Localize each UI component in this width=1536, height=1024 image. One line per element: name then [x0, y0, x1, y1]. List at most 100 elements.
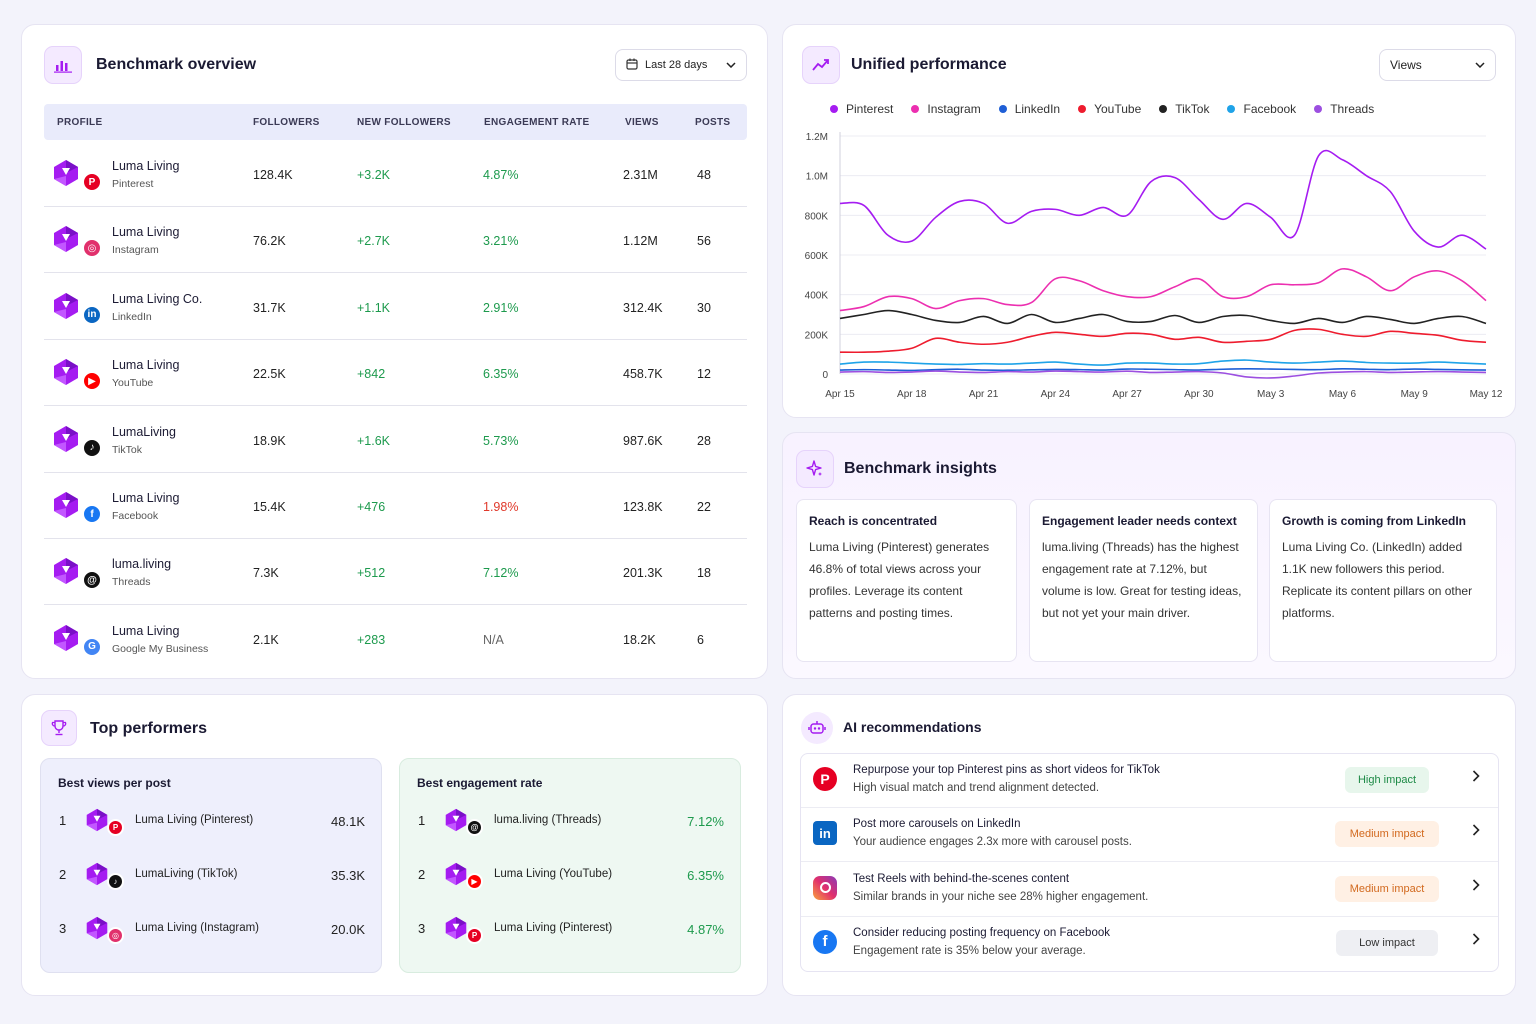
views-value: 458.7K [623, 367, 663, 382]
new-followers-value: +1.1K [357, 300, 391, 315]
series-line-threads[interactable] [839, 370, 1487, 379]
chevron-right-icon[interactable] [1472, 932, 1480, 950]
legend-item[interactable]: Pinterest [830, 102, 893, 116]
list-item[interactable]: 1 P Luma Living (Pinterest) 48.1K [41, 803, 383, 843]
impact-badge: High impact [1345, 767, 1429, 793]
recommendation-subtitle: High visual match and trend alignment de… [853, 782, 1100, 794]
legend-dot [1159, 105, 1168, 113]
table-row[interactable]: @ luma.living Threads 7.3K +512 7.12% 201.3K 18 [44, 539, 747, 606]
rank: 1 [59, 813, 67, 828]
recommendation-row[interactable]: in Post more carousels on LinkedIn Your au… [801, 808, 1498, 863]
table-row[interactable]: ▶ Luma Living YouTube 22.5K +842 6.35% 458.7K 1… [44, 340, 747, 407]
facebook-icon: f [82, 504, 102, 524]
table-row[interactable]: f Luma Living Facebook 15.4K +476 1.98% 123.8K… [44, 473, 747, 539]
series-line-facebook[interactable] [839, 359, 1487, 366]
list-item[interactable]: 2 ♪ LumaLiving (TikTok) 35.3K [41, 857, 383, 897]
linkedin-icon: in [813, 821, 837, 846]
luma-logo-icon [54, 160, 78, 186]
col-views: VIEWS [625, 117, 659, 128]
x-tick-label: Apr 27 [1112, 389, 1142, 400]
facebook-icon: f [813, 929, 837, 954]
performance-title: Unified performance [851, 56, 1007, 73]
calendar-icon [626, 58, 638, 73]
recommendation-row[interactable]: Test Reels with behind-the-scenes conten… [801, 863, 1498, 917]
list-item[interactable]: 1 @ luma.living (Threads) 7.12% [400, 803, 742, 843]
legend-item[interactable]: TikTok [1159, 102, 1209, 116]
followers-value: 76.2K [253, 234, 286, 249]
table-row[interactable]: ♪ LumaLiving TikTok 18.9K +1.6K 5.73% 987.6K 28 [44, 407, 747, 473]
pinterest-icon: P [813, 767, 837, 791]
recommendation-row[interactable]: P Repurpose your top Pinterest pins as sh… [801, 754, 1498, 808]
profile-avatar: P [52, 158, 104, 192]
profile-platform: TikTok [112, 443, 142, 456]
best-views-title: Best views per post [58, 776, 171, 790]
legend-item[interactable]: YouTube [1078, 102, 1141, 116]
chevron-right-icon[interactable] [1472, 769, 1480, 787]
list-item[interactable]: 3 P Luma Living (Pinterest) 4.87% [400, 911, 742, 951]
views-value: 2.31M [623, 168, 658, 182]
views-value: 18.2K [623, 632, 656, 647]
rank: 3 [59, 921, 67, 936]
table-row[interactable]: ◎ Luma Living Instagram 76.2K +2.7K 3.21% 1.12… [44, 207, 747, 274]
profile-platform: YouTube [112, 377, 154, 390]
trophy-icon [41, 710, 77, 746]
posts-value: 22 [697, 500, 711, 514]
youtube-icon: ▶ [82, 371, 102, 392]
list-item[interactable]: 3 ◎ Luma Living (Instagram) 20.0K [41, 911, 383, 951]
chevron-down-icon [726, 59, 736, 71]
posts-value: 18 [697, 566, 711, 581]
posts-value: 48 [697, 168, 711, 182]
recommendation-row[interactable]: f Consider reducing posting frequency on … [801, 917, 1498, 971]
luma-logo-icon [54, 624, 78, 651]
y-tick-label: 1.2M [806, 132, 828, 143]
engagement-value: 6.35% [483, 367, 519, 382]
engagement-value: 3.21% [483, 234, 519, 249]
posts-value: 12 [697, 367, 711, 382]
profile-avatar: ▶ [444, 861, 492, 891]
series-line-instagram[interactable] [839, 267, 1487, 312]
table-row[interactable]: G Luma Living Google My Business 2.1K +283 N/… [44, 606, 747, 672]
recommendation-title: Test Reels with behind-the-scenes conten… [853, 872, 1070, 885]
legend-item[interactable]: Instagram [911, 102, 981, 116]
linkedin-icon: in [82, 304, 102, 325]
posts-value: 28 [697, 433, 711, 448]
profile-name: Luma Living [112, 225, 180, 240]
new-followers-value: +2.7K [357, 234, 391, 249]
profile-name: luma.living (Threads) [494, 814, 602, 826]
series-line-youtube[interactable] [839, 328, 1487, 354]
date-range-dropdown[interactable]: Last 28 days [615, 49, 747, 81]
benchmark-title: Benchmark overview [96, 56, 257, 73]
recommendation-subtitle: Your audience engages 2.3x more with car… [853, 836, 1132, 849]
engagement-value: 1.98% [483, 500, 519, 514]
x-tick-label: Apr 21 [969, 389, 999, 400]
y-tick-label: 0 [822, 370, 828, 381]
col-profile: PROFILE [57, 117, 103, 128]
chevron-right-icon[interactable] [1472, 823, 1480, 841]
unified-performance-card [782, 24, 1516, 418]
chevron-right-icon[interactable] [1472, 878, 1480, 896]
metric-dropdown[interactable]: Views [1379, 49, 1496, 81]
legend-dot [830, 105, 838, 113]
insight-card-growth: Growth is coming from LinkedIn Luma Livi… [1269, 499, 1497, 662]
legend-item[interactable]: Threads [1314, 102, 1374, 116]
profile-name: Luma Living [112, 491, 180, 505]
table-row[interactable]: P Luma Living Pinterest 128.4K +3.2K 4.87% 2.3… [44, 141, 747, 207]
series-line-pinterest[interactable] [839, 149, 1487, 250]
table-row[interactable]: in Luma Living Co. LinkedIn 31.7K +1.1K 2.91%… [44, 274, 747, 340]
luma-logo-icon [54, 359, 78, 386]
followers-value: 18.9K [253, 433, 286, 448]
instagram-icon: ◎ [82, 238, 102, 259]
legend-item[interactable]: LinkedIn [998, 102, 1060, 116]
profile-name: LumaLiving (TikTok) [135, 868, 238, 880]
trend-up-icon [802, 46, 840, 84]
posts-value: 30 [697, 300, 711, 315]
series-line-tiktok[interactable] [839, 309, 1487, 325]
profile-platform: Threads [112, 576, 151, 589]
legend-item[interactable]: Facebook [1227, 102, 1296, 116]
list-item[interactable]: 2 ▶ Luma Living (YouTube) 6.35% [400, 857, 742, 897]
recommendation-title: Consider reducing posting frequency on F… [853, 926, 1110, 939]
series-line-linkedin[interactable] [839, 368, 1487, 372]
new-followers-value: +512 [357, 566, 386, 581]
engagement-value: 2.91% [483, 300, 519, 315]
profile-platform: Pinterest [112, 178, 154, 190]
